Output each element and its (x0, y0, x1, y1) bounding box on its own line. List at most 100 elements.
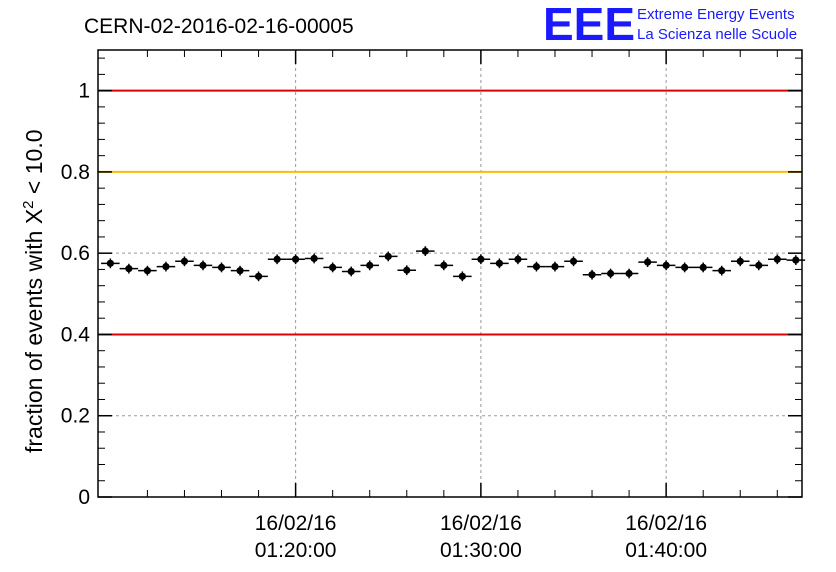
data-point-marker (699, 263, 707, 272)
data-point-marker (606, 269, 615, 278)
data-point (286, 254, 305, 265)
data-point-marker (125, 265, 133, 273)
data-point-marker (329, 263, 337, 272)
data-points (101, 246, 806, 282)
data-point (564, 256, 583, 267)
y-tick-label: 0 (78, 486, 90, 509)
data-point-marker (644, 258, 652, 266)
chart-title: CERN-02-2016-02-16-00005 (84, 15, 354, 38)
data-point (434, 260, 454, 271)
y-axis-label: fraction of events with X2 < 10.0 (20, 129, 47, 453)
data-point-marker (236, 267, 244, 275)
data-point-marker (143, 267, 152, 275)
data-point (249, 271, 268, 282)
data-point (360, 260, 379, 271)
y-tick-label: 0.4 (61, 323, 91, 346)
data-point (267, 254, 287, 265)
data-point (638, 257, 657, 267)
data-point-marker (718, 267, 726, 275)
data-point (212, 262, 231, 273)
data-point-marker (199, 261, 207, 269)
data-point (378, 251, 398, 262)
logo-line-2: La Scienza nelle Scuole (637, 26, 797, 43)
data-point-marker (273, 255, 281, 263)
logo-eee-text: EEE (543, 0, 635, 50)
data-point (101, 258, 120, 269)
y-tick-label: 0.8 (61, 161, 90, 184)
y-tick-label: 0.2 (61, 405, 90, 428)
data-point (582, 269, 602, 280)
data-point (138, 265, 157, 276)
y-axis: 0 0.2 0.4 0.6 0.8 1 (61, 57, 802, 509)
data-point (323, 262, 342, 273)
data-point-marker (477, 255, 485, 263)
data-point-marker (514, 255, 522, 263)
y-tick-label: 1 (78, 80, 90, 103)
x-tick-label-date: 16/02/16 (255, 512, 337, 535)
data-point-marker (162, 262, 170, 271)
data-point (601, 268, 620, 279)
data-point (730, 256, 750, 267)
data-point-marker (755, 261, 763, 269)
data-point-marker (532, 262, 541, 271)
data-point-marker (736, 257, 744, 265)
data-point-marker (254, 272, 263, 280)
x-tick-label-time: 01:40:00 (625, 539, 707, 562)
data-point (230, 265, 250, 276)
data-point-marker (588, 271, 596, 279)
data-point (175, 256, 194, 267)
data-point-marker (366, 261, 374, 269)
data-point-marker (106, 259, 114, 267)
data-point (768, 254, 787, 265)
logo-line-1: Extreme Energy Events (637, 6, 795, 23)
data-point-marker (495, 259, 504, 267)
data-point (490, 258, 509, 269)
data-point (193, 260, 213, 271)
data-point-marker (569, 257, 578, 265)
data-point-marker (310, 254, 318, 263)
data-point (341, 266, 361, 277)
data-point (656, 260, 676, 271)
data-point (416, 246, 435, 257)
data-point-marker (180, 257, 189, 265)
x-tick-label-date: 16/02/16 (440, 512, 522, 535)
data-point-marker (403, 266, 411, 274)
data-point (156, 261, 176, 272)
y-tick-label: 0.6 (61, 242, 90, 265)
reference-lines (98, 89, 802, 336)
data-point (619, 268, 639, 279)
data-point (508, 254, 528, 265)
data-point-marker (384, 252, 392, 261)
data-point (693, 262, 713, 273)
data-point (471, 254, 491, 265)
data-point (712, 265, 731, 276)
data-point (527, 261, 546, 272)
x-tick-label-time: 01:20:00 (255, 539, 337, 562)
eee-logo: EEE Extreme Energy Events La Scienza nel… (543, 0, 797, 50)
data-point (545, 261, 565, 272)
data-point-marker (458, 272, 466, 280)
y-axis-label-main: fraction of events with X (21, 209, 47, 453)
data-point-marker (681, 263, 689, 272)
y-axis-label-tail: < 10.0 (21, 129, 47, 200)
data-point (675, 262, 694, 273)
y-axis-label-superscript: 2 (20, 200, 37, 208)
data-point (119, 263, 139, 274)
data-point-marker (292, 255, 300, 263)
data-point (749, 260, 769, 271)
data-point-marker (421, 247, 429, 255)
x-tick-label-date: 16/02/16 (625, 512, 707, 535)
data-point-marker (773, 255, 781, 263)
grid (98, 50, 802, 497)
data-point (397, 265, 417, 276)
x-axis: 16/02/16 01:20:00 16/02/16 01:30:00 16/02/16… (146, 50, 778, 562)
data-point-marker (347, 267, 355, 276)
x-tick-label-time: 01:30:00 (440, 539, 522, 562)
plot-frame (97, 49, 803, 498)
data-point-marker (440, 261, 448, 269)
data-point (304, 253, 324, 264)
data-point-marker (625, 269, 633, 278)
data-point-marker (217, 263, 226, 272)
